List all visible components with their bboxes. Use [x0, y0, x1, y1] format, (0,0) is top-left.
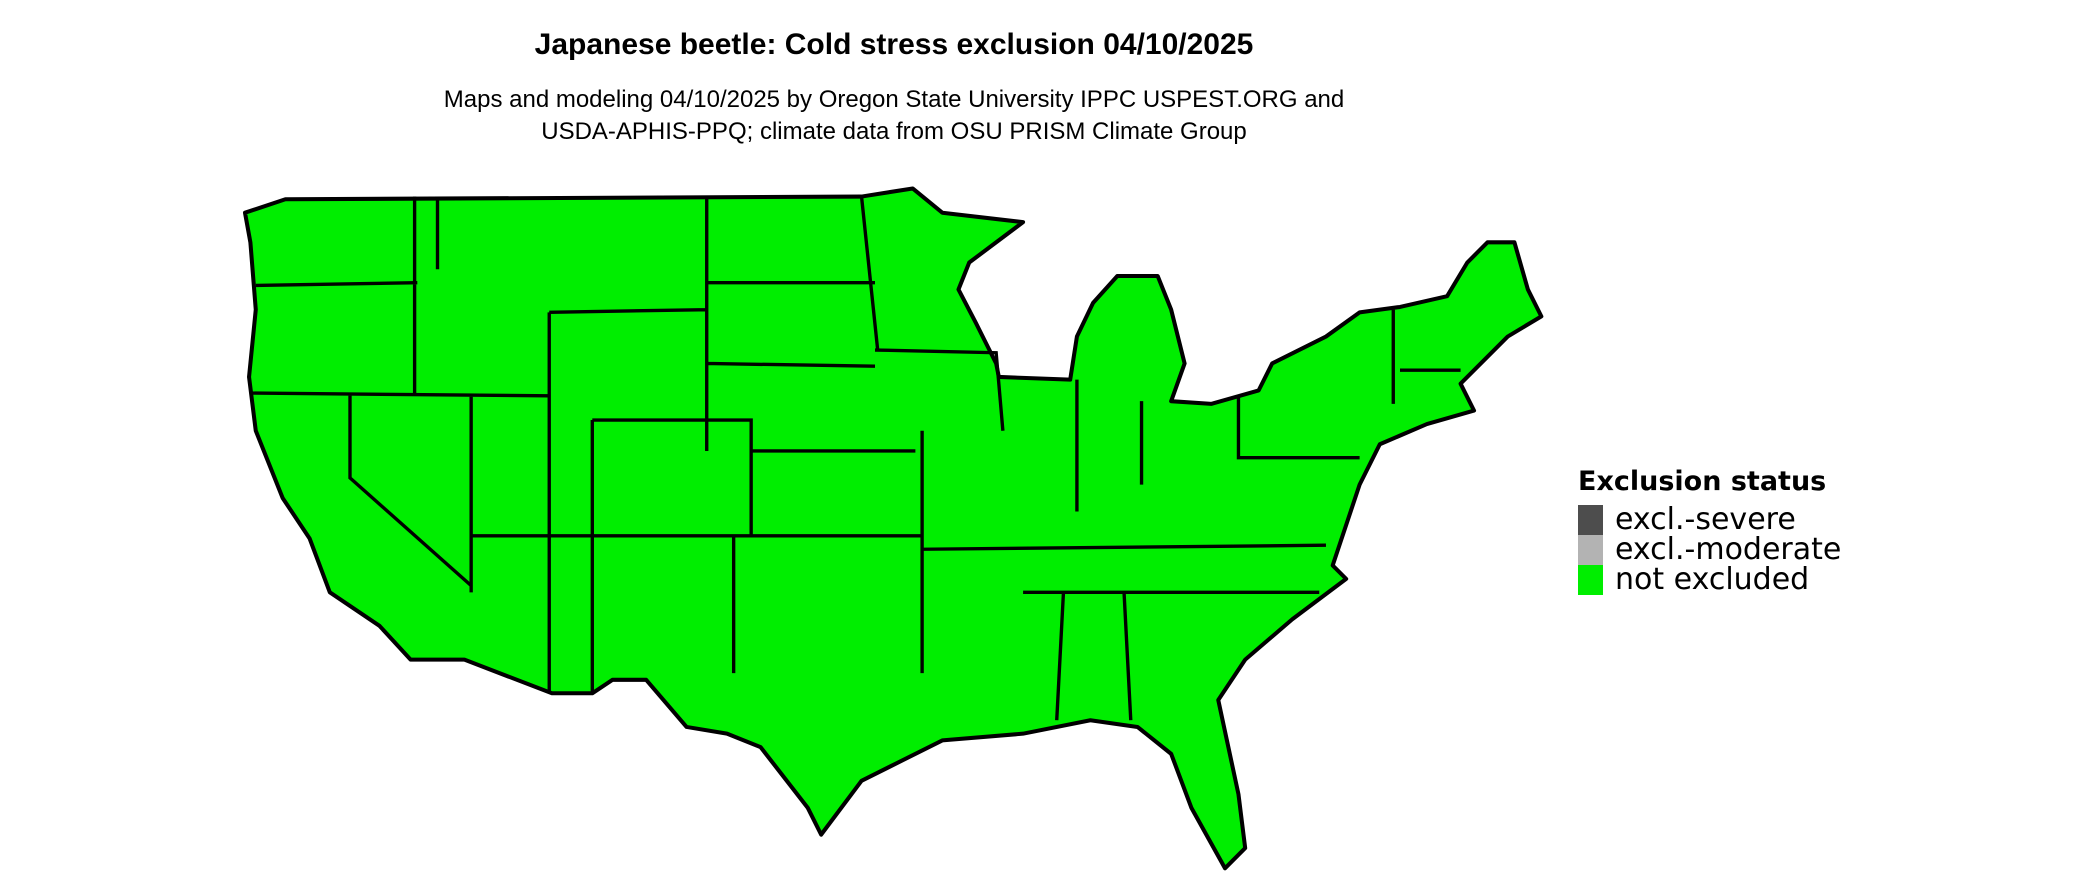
- legend-label: not excluded: [1615, 562, 1810, 597]
- map-title: Japanese beetle: Cold stress exclusion 0…: [534, 28, 1254, 61]
- subtitle-line-1: Maps and modeling 04/10/2025 by Oregon S…: [443, 86, 1345, 113]
- legend-title: Exclusion status: [1578, 466, 1827, 497]
- state-borders: [251, 196, 1461, 721]
- legend-swatch-severe: [1578, 505, 1603, 535]
- map-subtitle: Maps and modeling 04/10/2025 by Oregon S…: [0, 84, 1788, 148]
- subtitle-line-2: USDA-APHIS-PPQ; climate data from OSU PR…: [541, 118, 1247, 145]
- legend: Exclusion status excl.-severe excl.-mode…: [1578, 466, 1841, 595]
- legend-item-severe: excl.-severe: [1578, 505, 1841, 535]
- legend-swatch-not-excluded: [1578, 565, 1603, 595]
- legend-swatch-moderate: [1578, 535, 1603, 565]
- legend-label: excl.-severe: [1615, 502, 1796, 537]
- legend-label: excl.-moderate: [1615, 532, 1842, 567]
- legend-item-not-excluded: not excluded: [1578, 565, 1841, 595]
- legend-item-moderate: excl.-moderate: [1578, 535, 1841, 565]
- us-outline: [242, 186, 1544, 871]
